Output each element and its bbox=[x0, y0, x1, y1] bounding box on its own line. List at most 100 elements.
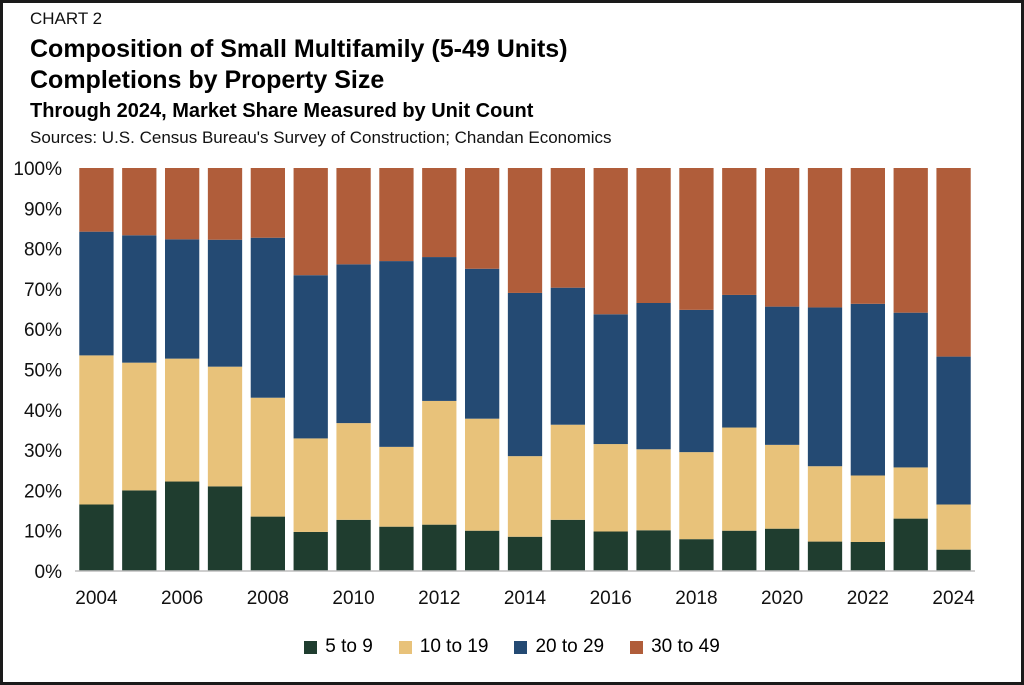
bar-segment-20-to-29-2011 bbox=[379, 261, 414, 447]
bar-segment-10-to-19-2015 bbox=[550, 424, 585, 520]
x-tick-label: 2010 bbox=[332, 588, 374, 609]
bar-segment-30-to-49-2006 bbox=[165, 168, 200, 240]
bars bbox=[79, 168, 971, 571]
bar-segment-5-to-9-2015 bbox=[550, 519, 585, 571]
bar-segment-10-to-19-2020 bbox=[765, 444, 800, 529]
bar-segment-10-to-19-2016 bbox=[593, 444, 628, 532]
legend-swatch bbox=[398, 640, 412, 654]
y-tick-label: 20% bbox=[24, 481, 62, 502]
legend-swatch bbox=[304, 640, 318, 654]
bar-segment-20-to-29-2023 bbox=[893, 312, 928, 468]
y-tick-label: 0% bbox=[35, 562, 63, 583]
bar-segment-5-to-9-2021 bbox=[807, 541, 843, 571]
x-axis: 2004 2006 2008 2010 2012 2014 2016 2018 2020 2022… bbox=[75, 570, 975, 609]
bar-segment-10-to-19-2012 bbox=[422, 400, 457, 525]
y-tick-label: 60% bbox=[24, 320, 62, 341]
bar-segment-30-to-49-2015 bbox=[550, 168, 585, 288]
bar-segment-20-to-29-2009 bbox=[293, 275, 328, 439]
bar-segment-10-to-19-2019 bbox=[722, 427, 757, 531]
bar-segment-30-to-49-2020 bbox=[765, 168, 800, 307]
bar-segment-5-to-9-2018 bbox=[679, 539, 714, 571]
bar-segment-20-to-29-2017 bbox=[636, 303, 671, 450]
bar-segment-30-to-49-2021 bbox=[807, 168, 843, 308]
bar-segment-5-to-9-2023 bbox=[893, 518, 928, 571]
bar-segment-30-to-49-2023 bbox=[893, 168, 928, 313]
bar-segment-30-to-49-2016 bbox=[593, 168, 628, 315]
bar-segment-5-to-9-2007 bbox=[207, 486, 243, 571]
bar-segment-30-to-49-2019 bbox=[722, 168, 757, 295]
legend-swatch bbox=[630, 640, 644, 654]
bar-segment-5-to-9-2010 bbox=[336, 519, 371, 571]
bar-segment-5-to-9-2022 bbox=[850, 541, 885, 571]
legend-label: 30 to 49 bbox=[651, 636, 720, 657]
bar-segment-20-to-29-2019 bbox=[722, 294, 757, 428]
chart-title-line-2: Completions by Property Size bbox=[30, 66, 385, 94]
bar-segment-20-to-29-2010 bbox=[336, 264, 371, 424]
bar-segment-10-to-19-2024 bbox=[936, 504, 971, 550]
bar-segment-10-to-19-2013 bbox=[465, 418, 500, 531]
bar-segment-30-to-49-2011 bbox=[379, 168, 414, 262]
bar-segment-30-to-49-2008 bbox=[250, 168, 285, 238]
bar-segment-10-to-19-2008 bbox=[250, 397, 285, 517]
bar-segment-30-to-49-2012 bbox=[422, 168, 457, 258]
legend-item: 5 to 9 bbox=[304, 636, 373, 658]
bar-segment-20-to-29-2013 bbox=[465, 268, 500, 419]
x-tick-label: 2014 bbox=[504, 588, 547, 609]
bar-segment-20-to-29-2020 bbox=[765, 306, 800, 445]
bar-segment-5-to-9-2019 bbox=[722, 530, 757, 571]
legend-label: 10 to 19 bbox=[419, 636, 489, 657]
bar-segment-20-to-29-2005 bbox=[122, 235, 157, 363]
x-tick-label: 2012 bbox=[418, 588, 460, 609]
bar-segment-20-to-29-2016 bbox=[593, 314, 628, 445]
bar-segment-20-to-29-2007 bbox=[207, 239, 243, 367]
bar-segment-5-to-9-2016 bbox=[593, 531, 628, 571]
bar-segment-5-to-9-2012 bbox=[422, 524, 457, 571]
legend-label: 5 to 9 bbox=[325, 636, 373, 657]
legend: 5 to 9 10 to 19 20 to 29 30 to 49 bbox=[0, 636, 1024, 658]
chart-title: Composition of Small Multifamily (5-49 U… bbox=[30, 34, 730, 96]
bar-segment-20-to-29-2004 bbox=[79, 231, 114, 356]
chart-sources: Sources: U.S. Census Bureau's Survey of … bbox=[30, 128, 612, 147]
bar-segment-5-to-9-2004 bbox=[79, 504, 114, 571]
x-tick-label: 2016 bbox=[590, 588, 632, 609]
bar-segment-10-to-19-2014 bbox=[507, 456, 543, 537]
bar-segment-10-to-19-2009 bbox=[293, 438, 328, 532]
x-tick-label: 2006 bbox=[161, 588, 203, 609]
bar-segment-30-to-49-2014 bbox=[507, 168, 543, 293]
x-tick-label: 2024 bbox=[932, 588, 975, 609]
bar-segment-20-to-29-2014 bbox=[507, 292, 543, 457]
bar-segment-30-to-49-2004 bbox=[79, 168, 114, 232]
bar-segment-5-to-9-2020 bbox=[765, 528, 800, 571]
chart-subtitle: Through 2024, Market Share Measured by U… bbox=[30, 100, 534, 122]
bar-segment-5-to-9-2014 bbox=[507, 536, 543, 571]
bar-segment-10-to-19-2017 bbox=[636, 449, 671, 531]
bar-segment-20-to-29-2024 bbox=[936, 356, 971, 505]
bar-segment-20-to-29-2012 bbox=[422, 257, 457, 401]
y-tick-label: 40% bbox=[24, 401, 62, 422]
bar-segment-10-to-19-2023 bbox=[893, 467, 928, 519]
bar-segment-30-to-49-2009 bbox=[293, 168, 328, 276]
bar-segment-20-to-29-2021 bbox=[807, 307, 843, 467]
bar-segment-20-to-29-2015 bbox=[550, 287, 585, 425]
legend-item: 20 to 29 bbox=[514, 636, 604, 658]
bar-segment-10-to-19-2022 bbox=[850, 475, 885, 542]
legend-label: 20 to 29 bbox=[535, 636, 605, 657]
x-tick-label: 2004 bbox=[75, 588, 118, 609]
bar-segment-30-to-49-2005 bbox=[122, 168, 157, 236]
chart-number-label: CHART 2 bbox=[30, 9, 103, 28]
bar-segment-30-to-49-2022 bbox=[850, 168, 885, 304]
bar-segment-10-to-19-2018 bbox=[679, 452, 714, 540]
bar-segment-30-to-49-2024 bbox=[936, 168, 971, 357]
bar-segment-20-to-29-2008 bbox=[250, 237, 285, 398]
y-tick-label: 70% bbox=[24, 280, 62, 301]
y-tick-label: 30% bbox=[24, 441, 62, 462]
y-axis: 0% 10% 20% 30% 40% 50% 60% 70% 80% 90% 100% bbox=[13, 159, 62, 583]
bar-segment-10-to-19-2006 bbox=[165, 358, 200, 482]
bar-segment-5-to-9-2005 bbox=[122, 490, 157, 571]
bar-segment-5-to-9-2008 bbox=[250, 516, 285, 571]
bar-segment-20-to-29-2022 bbox=[850, 303, 885, 476]
bar-segment-30-to-49-2007 bbox=[207, 168, 243, 240]
bar-segment-10-to-19-2005 bbox=[122, 362, 157, 491]
x-tick-label: 2008 bbox=[247, 588, 289, 609]
